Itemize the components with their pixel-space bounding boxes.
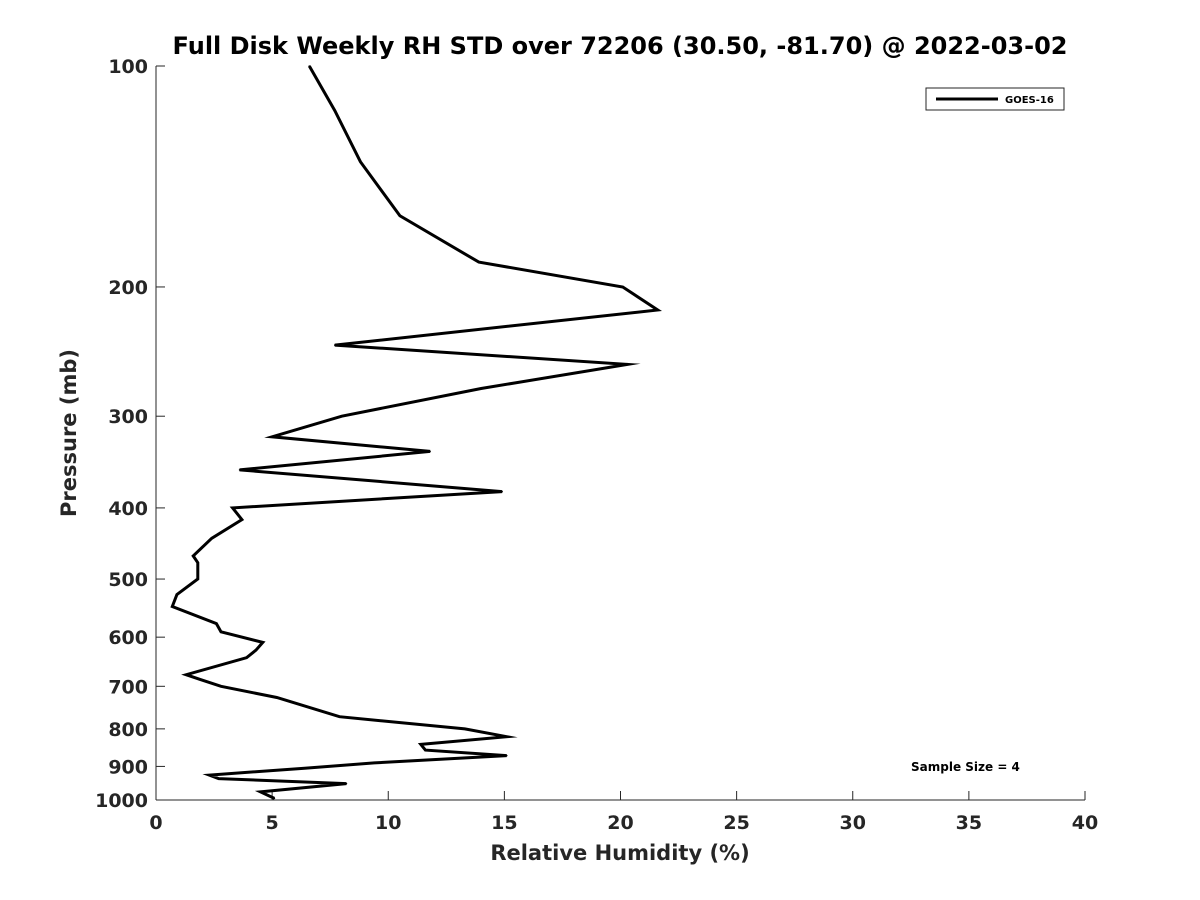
y-tick-label: 300 [108,406,148,428]
data-point [334,344,336,346]
x-axis-label: Relative Humidity (%) [490,841,749,865]
data-point [373,762,376,764]
data-point [259,791,262,793]
data-point [271,436,273,438]
data-point [210,537,213,540]
data-point [501,490,503,493]
data-point [197,578,199,580]
data-point [197,561,199,564]
data-point [231,507,234,509]
x-tick-label: 25 [723,812,749,834]
data-point [622,286,624,288]
x-tick-label: 30 [840,812,866,834]
x-tick-label: 0 [149,812,162,834]
y-axis-label: Pressure (mb) [57,349,81,517]
data-point [255,649,257,651]
data-point [276,696,278,699]
series-layer [170,65,663,800]
y-tick-label: 500 [108,569,148,591]
data-point [215,622,218,625]
y-tick-label: 200 [108,277,148,299]
data-point [420,743,422,746]
y-tick-label: 1000 [95,790,148,812]
data-point [399,215,401,217]
y-tick-label: 700 [108,676,148,698]
data-point [273,797,276,800]
data-point [505,735,508,738]
data-point [464,728,466,730]
x-tick-label: 15 [491,812,517,834]
data-point [341,415,343,418]
x-tick-label: 35 [956,812,982,834]
data-point [220,631,222,633]
data-point [308,65,311,67]
data-point [656,309,659,311]
legend-label-goes-16: GOES-16 [1005,95,1054,106]
data-point [185,673,187,676]
y-tick-label: 900 [108,756,148,778]
chart-title: Full Disk Weekly RH STD over 72206 (30.5… [173,32,1068,60]
data-point [626,363,629,366]
y-tick-label: 600 [108,627,148,649]
x-tick-label: 5 [266,812,279,834]
y-tick-label: 100 [108,56,148,78]
x-tick-label: 10 [375,812,401,834]
data-point [192,555,194,557]
data-point [338,715,341,718]
sample-size-annotation: Sample Size = 4 [911,760,1020,774]
data-point [176,593,178,596]
data-point [199,678,201,681]
data-point [171,605,174,608]
data-point [480,387,482,390]
data-point [359,160,362,163]
y-tick-label: 800 [108,719,148,741]
data-point [334,109,336,112]
x-axis-ticks: 0 5 10 15 20 25 30 35 40 [149,791,1098,834]
data-point [345,782,348,785]
data-point [245,656,248,659]
data-point [429,450,431,453]
x-tick-label: 20 [607,812,633,834]
data-point [262,641,264,644]
data-point [424,749,427,751]
x-tick-label: 40 [1072,812,1098,834]
data-point [220,685,222,688]
data-point [217,777,220,780]
data-point [505,754,508,757]
data-point [241,518,243,521]
legend: GOES-16 [925,87,1065,111]
data-point [303,767,306,769]
data-point [208,774,211,776]
y-tick-label: 400 [108,498,148,520]
data-point [478,261,480,263]
data-point [238,469,241,471]
y-axis-ticks: 100 200 300 400 500 600 700 800 900 1000 [95,56,165,812]
